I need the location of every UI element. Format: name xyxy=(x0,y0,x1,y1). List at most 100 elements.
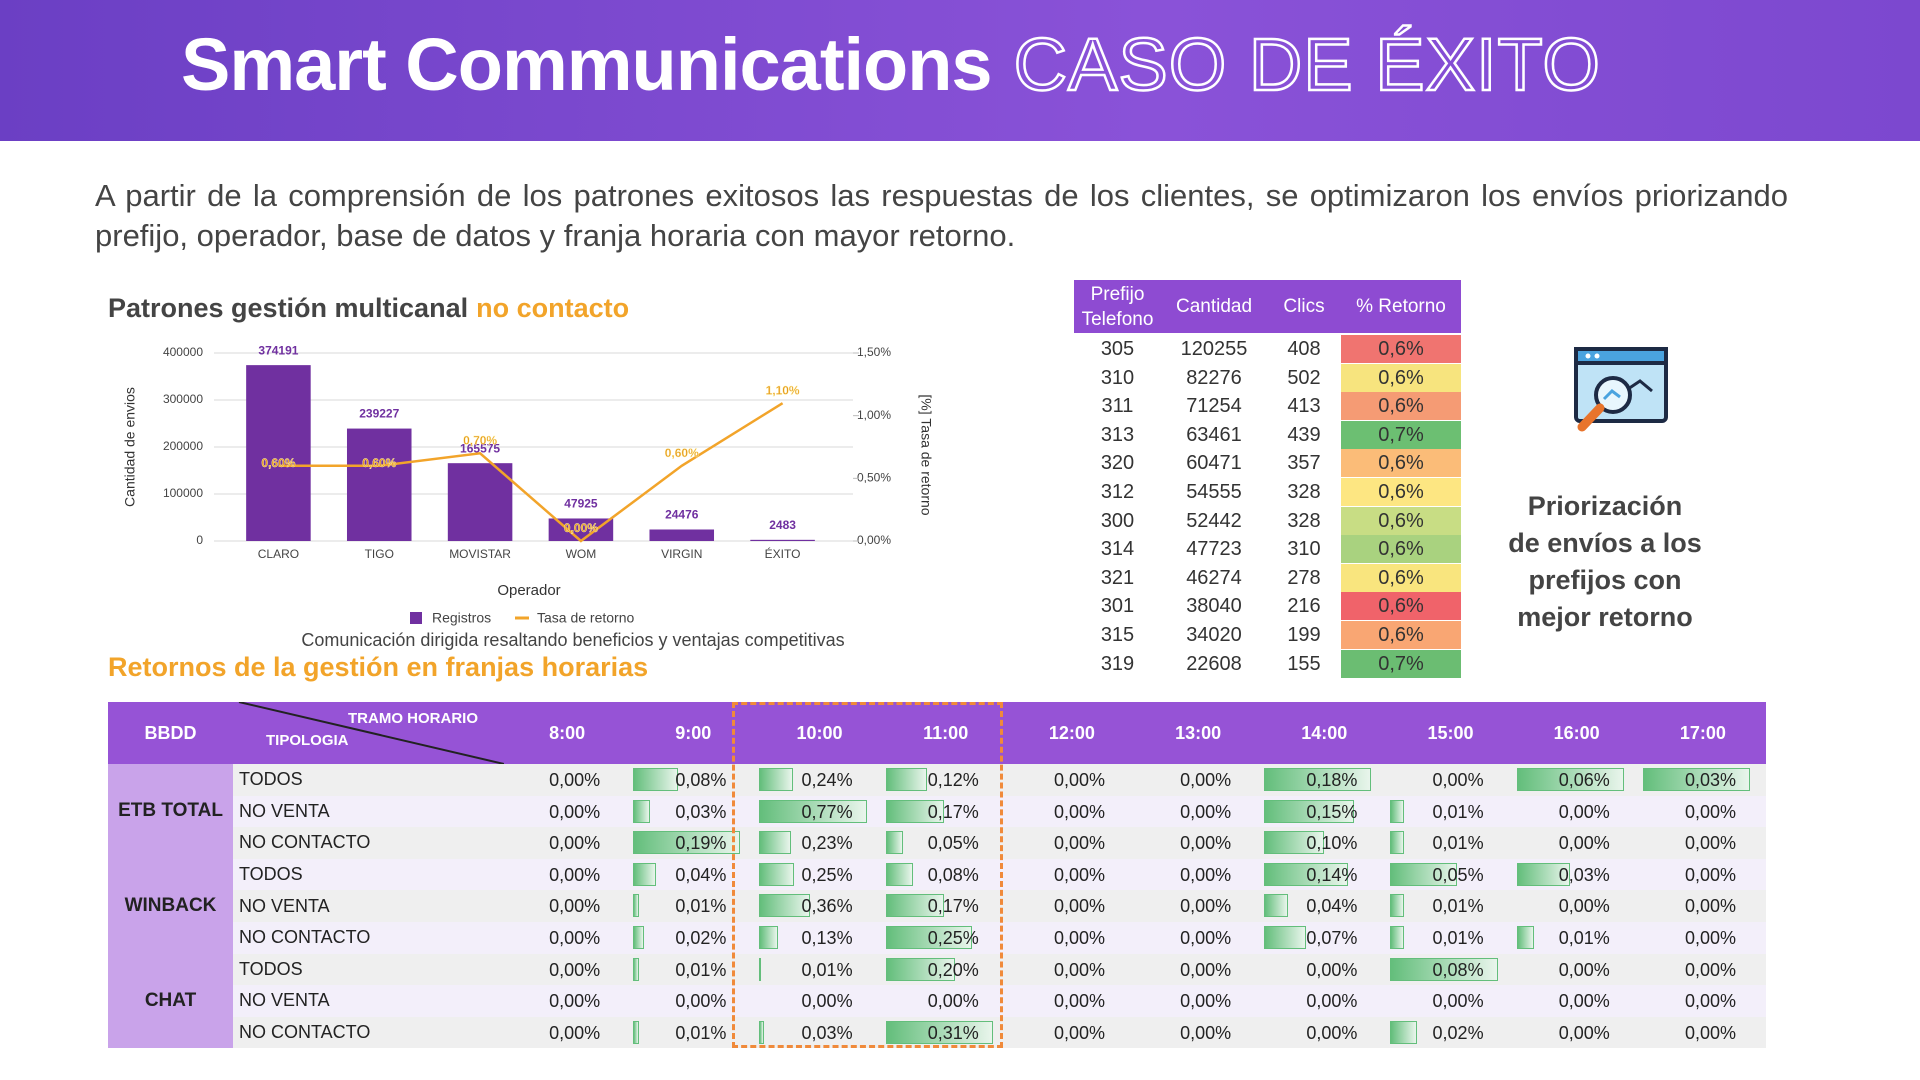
y2-tick-label: 1,50% xyxy=(857,345,891,359)
corner-divider xyxy=(238,702,505,764)
value-label: 0,24% xyxy=(801,770,853,790)
return-cell: 0,6% xyxy=(1341,335,1461,363)
row-bg xyxy=(233,764,1766,796)
value-label: 0,00% xyxy=(1053,770,1105,790)
value-label: 0,23% xyxy=(801,833,853,854)
value-label: 0,00% xyxy=(675,991,727,1012)
chart-title-main: Patrones gestión multicanal xyxy=(108,293,468,323)
highlight-box xyxy=(732,702,1003,1049)
y-tick-label: 400000 xyxy=(163,345,203,359)
value-cell: 0,04% xyxy=(1261,890,1387,922)
value-cell: 0,25% xyxy=(756,859,882,891)
value-label: 0,00% xyxy=(549,833,601,854)
note-line: prefijos con xyxy=(1528,565,1682,595)
data-bar xyxy=(1264,831,1324,855)
value-label: 0,00% xyxy=(1558,1022,1610,1043)
data-bar xyxy=(1516,768,1624,791)
value-cell: 0,31% xyxy=(883,1017,1009,1049)
value-cell: 0,00% xyxy=(504,1017,630,1049)
data-bar xyxy=(633,1020,639,1044)
data-bar xyxy=(759,926,778,949)
value-cell: 0,00% xyxy=(504,985,630,1017)
prefix-cell: 315 xyxy=(1100,624,1135,646)
value-cell: 0,00% xyxy=(756,985,882,1017)
value-cell: 0,10% xyxy=(1261,827,1387,859)
value-cell: 0,00% xyxy=(1135,890,1261,922)
hour-header: 13:00 xyxy=(1135,702,1262,764)
bar-value-label: 374191 xyxy=(258,343,298,357)
value-cell: 0,00% xyxy=(1009,922,1135,954)
data-bar xyxy=(1390,799,1404,823)
value-label: 0,05% xyxy=(1432,864,1484,885)
bbdd-header: BBDD xyxy=(108,702,233,764)
value-cell: 0,00% xyxy=(504,922,630,954)
value-label: 0,00% xyxy=(1053,1022,1105,1043)
data-bar xyxy=(885,831,903,855)
value-label: 0,20% xyxy=(927,959,979,980)
data-bar xyxy=(1390,926,1404,949)
row-bg xyxy=(233,858,1766,891)
value-cell: 0,03% xyxy=(1640,764,1766,796)
value-cell: 0,00% xyxy=(504,827,630,859)
row-bg xyxy=(233,985,1766,1017)
value-cell: 0,17% xyxy=(883,796,1009,828)
prefix-cell: 278 xyxy=(1287,566,1321,589)
value-cell: 0,15% xyxy=(1261,796,1387,828)
prefix-cell: 312 xyxy=(1100,481,1135,503)
prefix-cell: 22608 xyxy=(1186,652,1242,675)
prefix-cell: 328 xyxy=(1287,509,1321,532)
row-bg xyxy=(233,953,1766,986)
value-cell: 0,01% xyxy=(1387,796,1513,828)
value-label: 0,03% xyxy=(801,1022,853,1043)
value-cell: 0,00% xyxy=(1261,985,1387,1017)
value-cell: 0,00% xyxy=(1514,827,1640,859)
chart-title-accent: no contacto xyxy=(476,293,629,323)
line-value-label: 0,60% xyxy=(362,456,396,470)
value-cell: 0,03% xyxy=(1514,859,1640,891)
return-cell: 0,6% xyxy=(1341,535,1461,564)
tipologia: NO VENTA xyxy=(239,990,330,1011)
value-label: 0,05% xyxy=(927,833,979,854)
value-label: 0,00% xyxy=(549,928,601,948)
prefix-header: Clics xyxy=(1267,280,1341,333)
value-label: 0,01% xyxy=(801,959,853,980)
data-bar xyxy=(1516,862,1571,886)
bar-value-label: 24476 xyxy=(665,508,699,522)
prefix-cell: 305 xyxy=(1100,338,1135,360)
prefix-cell: 300 xyxy=(1100,509,1135,532)
bar xyxy=(649,529,715,541)
group-label: CHAT xyxy=(108,953,233,1049)
value-cell: 0,00% xyxy=(1387,764,1513,796)
value-cell: 0,00% xyxy=(504,796,630,828)
tipologia: TODOS xyxy=(239,958,303,979)
value-cell: 0,03% xyxy=(756,1017,882,1049)
value-cell: 0,00% xyxy=(1135,859,1261,891)
legend-label: Tasa de retorno xyxy=(537,610,634,626)
value-cell: 0,19% xyxy=(630,827,756,859)
note-line: Priorización xyxy=(1527,491,1683,521)
value-cell: 0,00% xyxy=(630,985,756,1017)
data-bar xyxy=(633,831,741,855)
prefix-cell: 199 xyxy=(1287,624,1321,646)
prefix-cell: 216 xyxy=(1287,595,1321,618)
x-tick-label: MOVISTAR xyxy=(449,547,511,561)
prefix-cell: 502 xyxy=(1287,366,1321,389)
bar xyxy=(246,365,311,541)
x-tick-label: WOM xyxy=(566,547,597,561)
value-cell: 0,01% xyxy=(1514,922,1640,954)
value-label: 0,12% xyxy=(927,770,979,790)
prefix-header: % Retorno xyxy=(1341,280,1461,333)
prefix-cell: 439 xyxy=(1287,423,1321,446)
value-label: 0,00% xyxy=(1306,1022,1358,1043)
value-label: 0,00% xyxy=(1684,1022,1736,1043)
value-cell: 0,01% xyxy=(630,890,756,922)
value-cell: 0,05% xyxy=(1387,859,1513,891)
prefix-cell: 310 xyxy=(1100,366,1135,389)
value-label: 0,04% xyxy=(675,864,727,885)
value-cell: 0,01% xyxy=(630,954,756,986)
data-bar xyxy=(1264,926,1306,949)
data-bar xyxy=(633,768,679,791)
return-cell: 0,6% xyxy=(1341,563,1461,592)
row-bg xyxy=(233,922,1766,954)
value-label: 0,13% xyxy=(801,928,853,948)
